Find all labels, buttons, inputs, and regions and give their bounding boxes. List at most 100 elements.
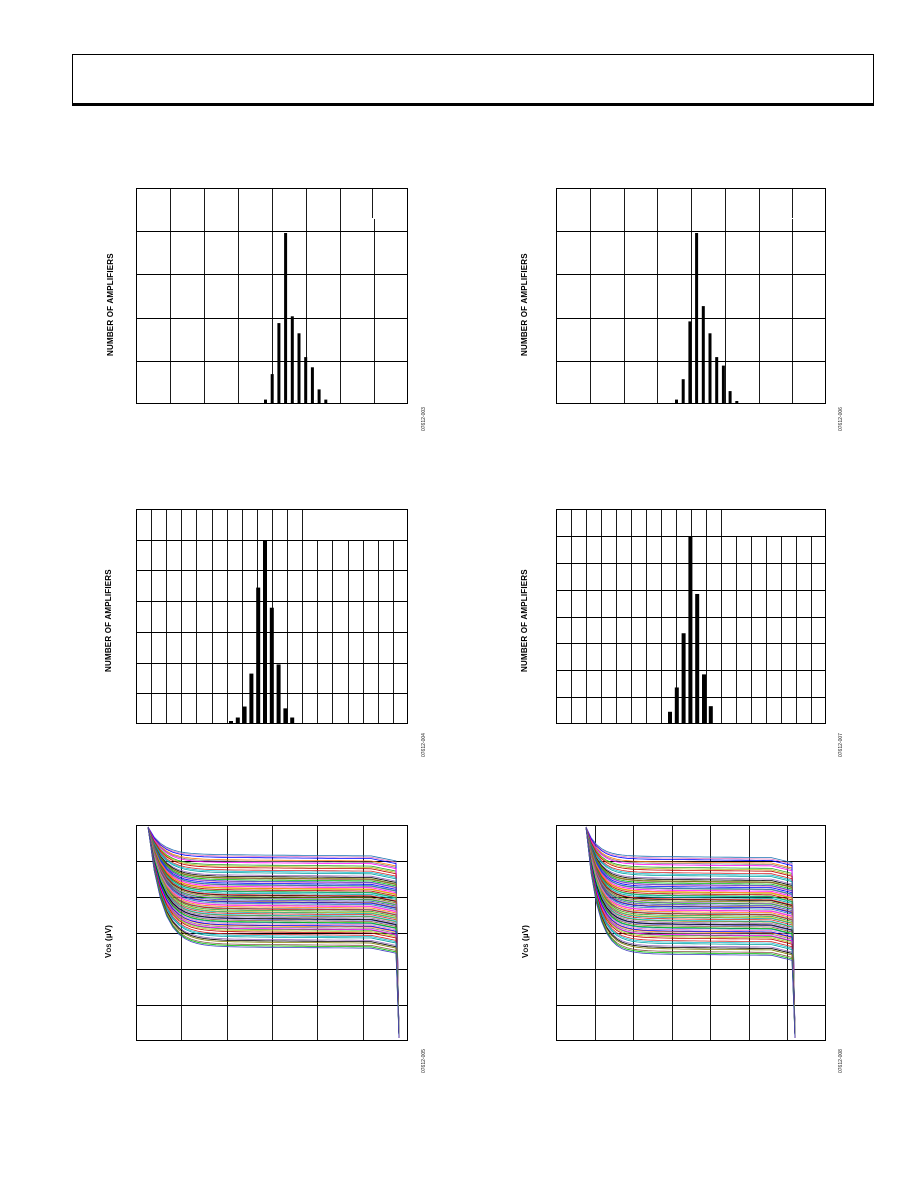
plot-frame: [556, 509, 826, 724]
vos-trace: [147, 826, 400, 1039]
vos-trace: [585, 826, 796, 1036]
histogram-bar: [270, 374, 274, 403]
vos-trace: [585, 826, 796, 1036]
y-axis-label-unit: (µV): [521, 924, 530, 941]
vos-trace: [585, 826, 796, 1039]
vos-trace: [585, 826, 796, 1036]
vos-trace: [585, 826, 796, 1036]
vos-trace: [147, 826, 400, 1036]
histogram-panel: [136, 509, 408, 724]
vos-trace: [147, 826, 400, 1036]
histogram-bar: [708, 333, 712, 403]
vos-trace: [585, 826, 796, 1036]
vos-trace: [147, 826, 400, 1039]
y-axis-label: NUMBER OF AMPLIFIERS: [520, 569, 529, 672]
figure-id: 07612-004: [421, 733, 427, 757]
vos-trace: [585, 826, 796, 1036]
vos-trace: [147, 826, 400, 1039]
vos-trace: [585, 826, 796, 1036]
vos-trace: [147, 826, 400, 1039]
vos-trace: [585, 826, 796, 1039]
vos-trace: [585, 826, 796, 1039]
histogram-bar: [276, 664, 281, 723]
vos-trace: [147, 826, 400, 1036]
histogram-bar: [675, 399, 678, 403]
histogram-bar: [668, 711, 672, 723]
histogram-mid-right: [556, 509, 826, 724]
vos-trace: [147, 826, 400, 1036]
vos-trace: [147, 826, 400, 1036]
histogram-bar: [242, 706, 247, 723]
vos-trace: [585, 826, 796, 1036]
vos-trace: [147, 826, 400, 1039]
histogram-bar: [688, 321, 692, 403]
plot-frame: [136, 825, 408, 1041]
histogram-bar: [721, 365, 725, 403]
vos-trace: [147, 826, 400, 1039]
vos-trace: [147, 826, 400, 1036]
histogram-bar: [249, 673, 254, 723]
vos-trace: [585, 826, 796, 1036]
vos-trace: [585, 826, 796, 1036]
vos-trace: [585, 826, 796, 1039]
histogram-bar: [324, 399, 328, 403]
line-chart-panel: [556, 825, 826, 1041]
vos-trace: [585, 826, 796, 1039]
y-axis-label: NUMBER OF AMPLIFIERS: [106, 253, 115, 356]
vos-chart-bottom-left: [136, 825, 408, 1041]
vos-trace: [147, 826, 400, 1036]
legend-area: [312, 510, 407, 540]
vos-trace: [585, 826, 796, 1036]
vos-trace: [585, 826, 796, 1039]
y-axis-label: NUMBER OF AMPLIFIERS: [104, 569, 113, 672]
vos-trace: [147, 826, 400, 1039]
vos-trace: [585, 826, 796, 1036]
vos-trace: [147, 826, 400, 1036]
vos-trace: [585, 826, 796, 1036]
histogram-bar: [708, 706, 713, 723]
vos-trace: [585, 826, 796, 1039]
histogram-bar: [728, 391, 732, 403]
y-axis-label-vos: VOS (µV): [104, 925, 113, 958]
vos-trace: [147, 826, 400, 1036]
vos-trace: [147, 826, 400, 1036]
vos-trace: [147, 826, 400, 1036]
vos-trace: [147, 826, 400, 1039]
vos-trace: [585, 826, 796, 1036]
histogram-bar: [702, 674, 706, 723]
histogram-bar: [290, 316, 294, 403]
histogram-bar: [229, 721, 233, 723]
vos-trace: [585, 826, 796, 1039]
vos-trace: [147, 826, 400, 1036]
vos-trace: [147, 826, 400, 1036]
vos-trace: [585, 826, 796, 1036]
histogram-bar: [256, 587, 261, 723]
vos-trace: [147, 826, 400, 1036]
y-axis-label-vos: VOS (µV): [521, 925, 530, 958]
y-axis-label-subscript: OS: [107, 943, 113, 953]
vos-trace: [147, 826, 400, 1036]
vos-trace: [147, 826, 400, 1036]
vos-trace: [147, 826, 400, 1039]
vos-trace: [585, 826, 796, 1036]
figure-id: 07612-005: [421, 1049, 427, 1073]
vos-trace: [147, 826, 400, 1039]
plot-frame: [556, 825, 826, 1041]
y-axis-label-unit: (µV): [104, 924, 113, 941]
vos-trace: [585, 826, 796, 1036]
histogram-bar: [735, 401, 739, 403]
vos-trace: [147, 826, 400, 1039]
vos-trace: [585, 826, 796, 1036]
vos-trace: [147, 826, 400, 1036]
vos-trace: [147, 826, 400, 1036]
vos-trace: [585, 826, 796, 1036]
vos-trace: [585, 826, 796, 1039]
vos-trace: [585, 826, 796, 1039]
vos-trace: [147, 826, 400, 1039]
vos-trace: [585, 826, 796, 1039]
vos-trace: [147, 826, 400, 1036]
vos-trace: [585, 826, 796, 1036]
vos-trace: [585, 826, 796, 1036]
vos-trace: [585, 826, 796, 1036]
vos-trace: [147, 826, 400, 1039]
